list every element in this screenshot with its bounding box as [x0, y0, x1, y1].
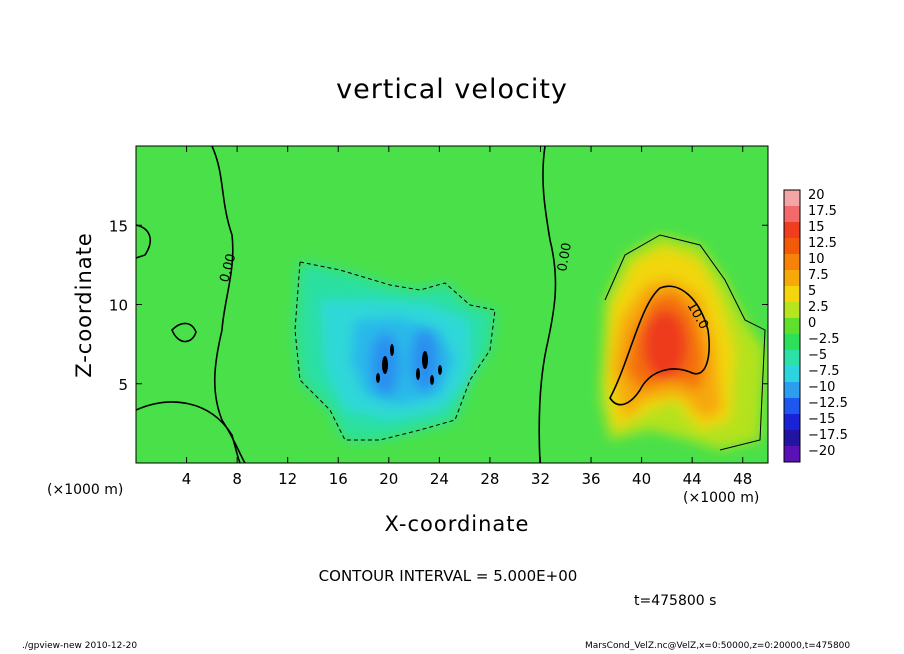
colorbar: 2017.51512.5107.552.50−2.5−5−7.5−10−12.5… [783, 188, 848, 463]
colorbar-swatch [784, 398, 800, 415]
y-tick-label: 5 [118, 376, 128, 394]
colorbar-label: 12.5 [808, 236, 837, 251]
x-tick-label: 20 [379, 470, 398, 488]
x-tick-label: 40 [632, 470, 651, 488]
colorbar-swatch [784, 270, 800, 287]
time-stamp: t=475800 s [634, 593, 717, 609]
colorbar-label: 15 [808, 220, 825, 235]
heatmap-field [136, 146, 768, 463]
colorbar-swatch [784, 222, 800, 239]
colorbar-label: −15 [808, 412, 835, 427]
x-tick-label: 44 [683, 470, 702, 488]
x-tick-label: 4 [182, 470, 192, 488]
colorbar-label: −2.5 [808, 332, 840, 347]
contour-label: 0.00 [217, 252, 239, 284]
colorbar-label: −20 [808, 444, 835, 459]
colorbar-swatch [784, 206, 800, 223]
colorbar-swatch [784, 302, 800, 319]
colorbar-label: 10 [808, 252, 825, 267]
colorbar-swatch [784, 382, 800, 399]
colorbar-swatch [784, 286, 800, 303]
x-tick-label: 24 [430, 470, 449, 488]
colorbar-label: −7.5 [808, 364, 840, 379]
contour-label: 0.00 [555, 242, 575, 273]
footer-right: MarsCond_VelZ.nc@VelZ,x=0:50000,z=0:2000… [585, 641, 851, 651]
colorbar-swatch [784, 350, 800, 367]
x-axis-label: X-coordinate [384, 512, 530, 536]
colorbar-swatch [784, 190, 800, 207]
y-tick-label: 15 [109, 217, 128, 235]
colorbar-swatch [784, 238, 800, 255]
colorbar-label: 0 [808, 316, 816, 331]
colorbar-label: 20 [808, 188, 825, 203]
colorbar-label: −10 [808, 380, 835, 395]
x-tick-label: 16 [329, 470, 348, 488]
x-tick-label: 28 [480, 470, 499, 488]
x-tick-label: 32 [531, 470, 550, 488]
contour-interval-text: CONTOUR INTERVAL = 5.000E+00 [318, 567, 578, 585]
x-unit-label-left: (×1000 m) [47, 482, 124, 498]
colorbar-swatch [784, 430, 800, 447]
colorbar-frame [783, 189, 801, 463]
x-tick-label: 36 [581, 470, 600, 488]
x-tick-label: 48 [733, 470, 752, 488]
colorbar-label: 5 [808, 284, 816, 299]
colorbar-label: −5 [808, 348, 827, 363]
y-axis-label: Z-coordinate [72, 232, 96, 378]
x-tick-label: 8 [232, 470, 242, 488]
x-tick-label: 12 [278, 470, 297, 488]
colorbar-swatch [784, 446, 800, 463]
colorbar-swatch [784, 414, 800, 431]
colorbar-label: 17.5 [808, 204, 837, 219]
footer-left: ./gpview-new 2010-12-20 [22, 641, 138, 651]
colorbar-label: 7.5 [808, 268, 829, 283]
y-tick-label: 10 [109, 297, 128, 315]
colorbar-swatch [784, 254, 800, 271]
chart-title: vertical velocity [336, 74, 568, 105]
colorbar-label: −17.5 [808, 428, 848, 443]
colorbar-swatch [784, 366, 800, 383]
colorbar-swatch [784, 318, 800, 335]
colorbar-label: 2.5 [808, 300, 829, 315]
colorbar-swatch [784, 334, 800, 351]
x-unit-label-right: (×1000 m) [683, 490, 760, 506]
colorbar-label: −12.5 [808, 396, 848, 411]
